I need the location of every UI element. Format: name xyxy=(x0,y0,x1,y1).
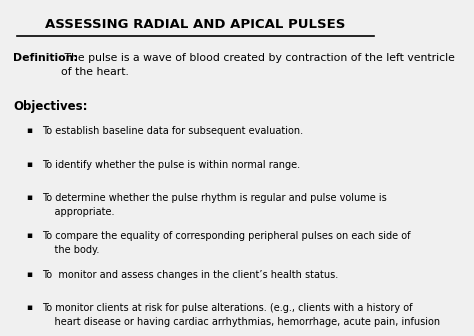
Text: Objectives:: Objectives: xyxy=(13,100,88,113)
Text: ASSESSING RADIAL AND APICAL PULSES: ASSESSING RADIAL AND APICAL PULSES xyxy=(45,18,346,31)
Text: To  monitor and assess changes in the client’s health status.: To monitor and assess changes in the cli… xyxy=(42,269,338,280)
Text: The pulse is a wave of blood created by contraction of the left ventricle
of the: The pulse is a wave of blood created by … xyxy=(62,53,456,77)
Text: To identify whether the pulse is within normal range.: To identify whether the pulse is within … xyxy=(42,160,300,170)
Text: ▪: ▪ xyxy=(27,126,33,135)
Text: To compare the equality of corresponding peripheral pulses on each side of
    t: To compare the equality of corresponding… xyxy=(42,231,410,255)
Text: Definition:: Definition: xyxy=(13,53,78,63)
Text: ▪: ▪ xyxy=(27,303,33,312)
Text: ▪: ▪ xyxy=(27,160,33,169)
Text: ▪: ▪ xyxy=(27,193,33,202)
Text: To monitor clients at risk for pulse alterations. (e.g., clients with a history : To monitor clients at risk for pulse alt… xyxy=(42,303,440,327)
Text: To determine whether the pulse rhythm is regular and pulse volume is
    appropr: To determine whether the pulse rhythm is… xyxy=(42,193,387,217)
Text: ▪: ▪ xyxy=(27,269,33,279)
Text: ▪: ▪ xyxy=(27,231,33,240)
Text: To establish baseline data for subsequent evaluation.: To establish baseline data for subsequen… xyxy=(42,126,303,136)
